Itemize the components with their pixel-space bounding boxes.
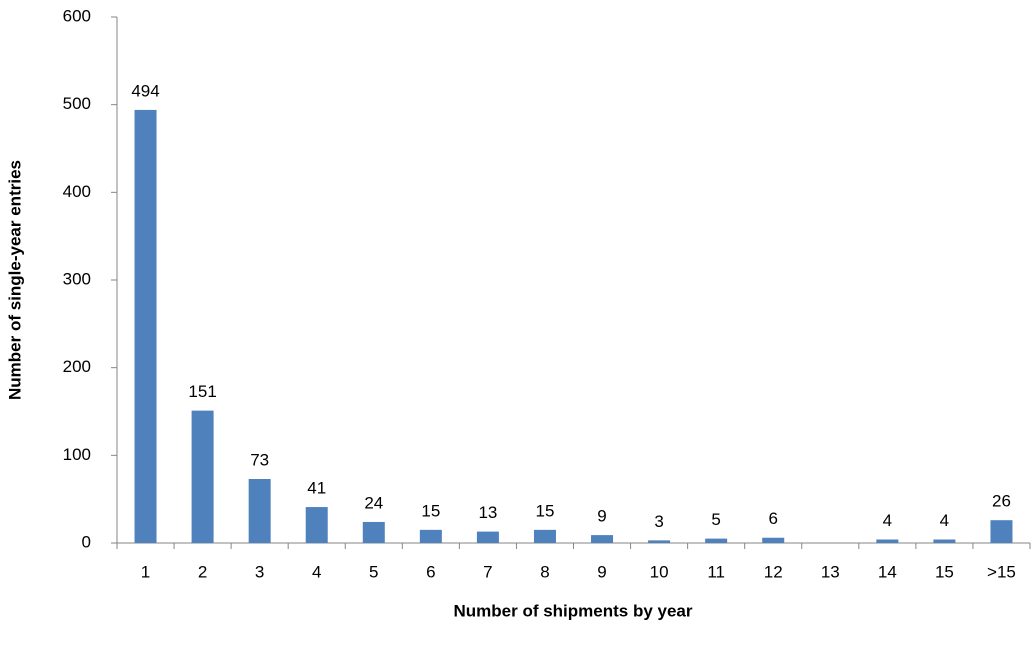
x-tick-label: 6	[426, 562, 435, 581]
x-tick-label: 8	[540, 562, 549, 581]
x-axis-title: Number of shipments by year	[453, 601, 692, 620]
x-tick-label: 13	[821, 562, 840, 581]
bar	[476, 531, 499, 543]
y-tick-label: 400	[63, 182, 91, 201]
bar	[591, 535, 614, 543]
value-label: 15	[536, 501, 555, 520]
y-tick-label: 500	[63, 94, 91, 113]
bar	[362, 521, 385, 543]
y-axis-title: Number of single-year entries	[5, 160, 24, 400]
value-label: 73	[250, 450, 269, 469]
bar	[876, 539, 899, 543]
value-label: 13	[478, 503, 497, 522]
x-tick-label: >15	[987, 562, 1016, 581]
x-tick-label: 2	[198, 562, 207, 581]
x-tick-label: 7	[483, 562, 492, 581]
bar	[305, 507, 328, 543]
value-label: 26	[992, 492, 1011, 511]
bar	[248, 479, 271, 543]
y-tick-label: 300	[63, 269, 91, 288]
y-tick-label: 200	[63, 357, 91, 376]
x-tick-label: 5	[369, 562, 378, 581]
value-label: 6	[768, 509, 777, 528]
x-tick-label: 12	[764, 562, 783, 581]
x-tick-label: 1	[141, 562, 150, 581]
bar	[419, 529, 442, 543]
bar	[533, 529, 556, 543]
x-tick-label: 3	[255, 562, 264, 581]
bar	[134, 109, 157, 543]
x-tick-label: 9	[597, 562, 606, 581]
y-tick-label: 100	[63, 445, 91, 464]
x-tick-label: 10	[650, 562, 669, 581]
value-label: 151	[188, 382, 216, 401]
x-tick-label: 4	[312, 562, 321, 581]
y-tick-label: 0	[82, 532, 91, 551]
value-label: 3	[654, 512, 663, 531]
value-label: 5	[711, 510, 720, 529]
value-label: 41	[307, 479, 326, 498]
bar	[705, 538, 728, 543]
value-label: 24	[364, 493, 383, 512]
bar	[762, 537, 785, 543]
y-tick-label: 600	[63, 6, 91, 25]
x-tick-label: 11	[707, 562, 725, 581]
value-label: 15	[421, 501, 440, 520]
bar	[191, 410, 214, 543]
bar	[933, 539, 956, 543]
value-label: 494	[131, 81, 159, 100]
value-label: 4	[940, 511, 949, 530]
bar	[648, 540, 671, 543]
value-label: 4	[883, 511, 892, 530]
bar	[990, 520, 1013, 543]
x-tick-label: 14	[878, 562, 897, 581]
x-tick-label: 15	[935, 562, 954, 581]
value-label: 9	[597, 507, 606, 526]
